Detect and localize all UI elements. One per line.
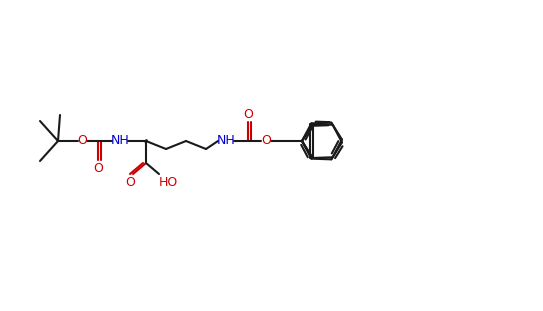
- Text: O: O: [125, 175, 135, 188]
- Text: NH: NH: [217, 134, 235, 147]
- Text: NH: NH: [111, 134, 129, 147]
- Text: HO: HO: [159, 175, 178, 188]
- Text: O: O: [261, 134, 271, 147]
- Text: O: O: [93, 161, 103, 174]
- Text: O: O: [243, 108, 253, 120]
- Text: O: O: [77, 134, 87, 147]
